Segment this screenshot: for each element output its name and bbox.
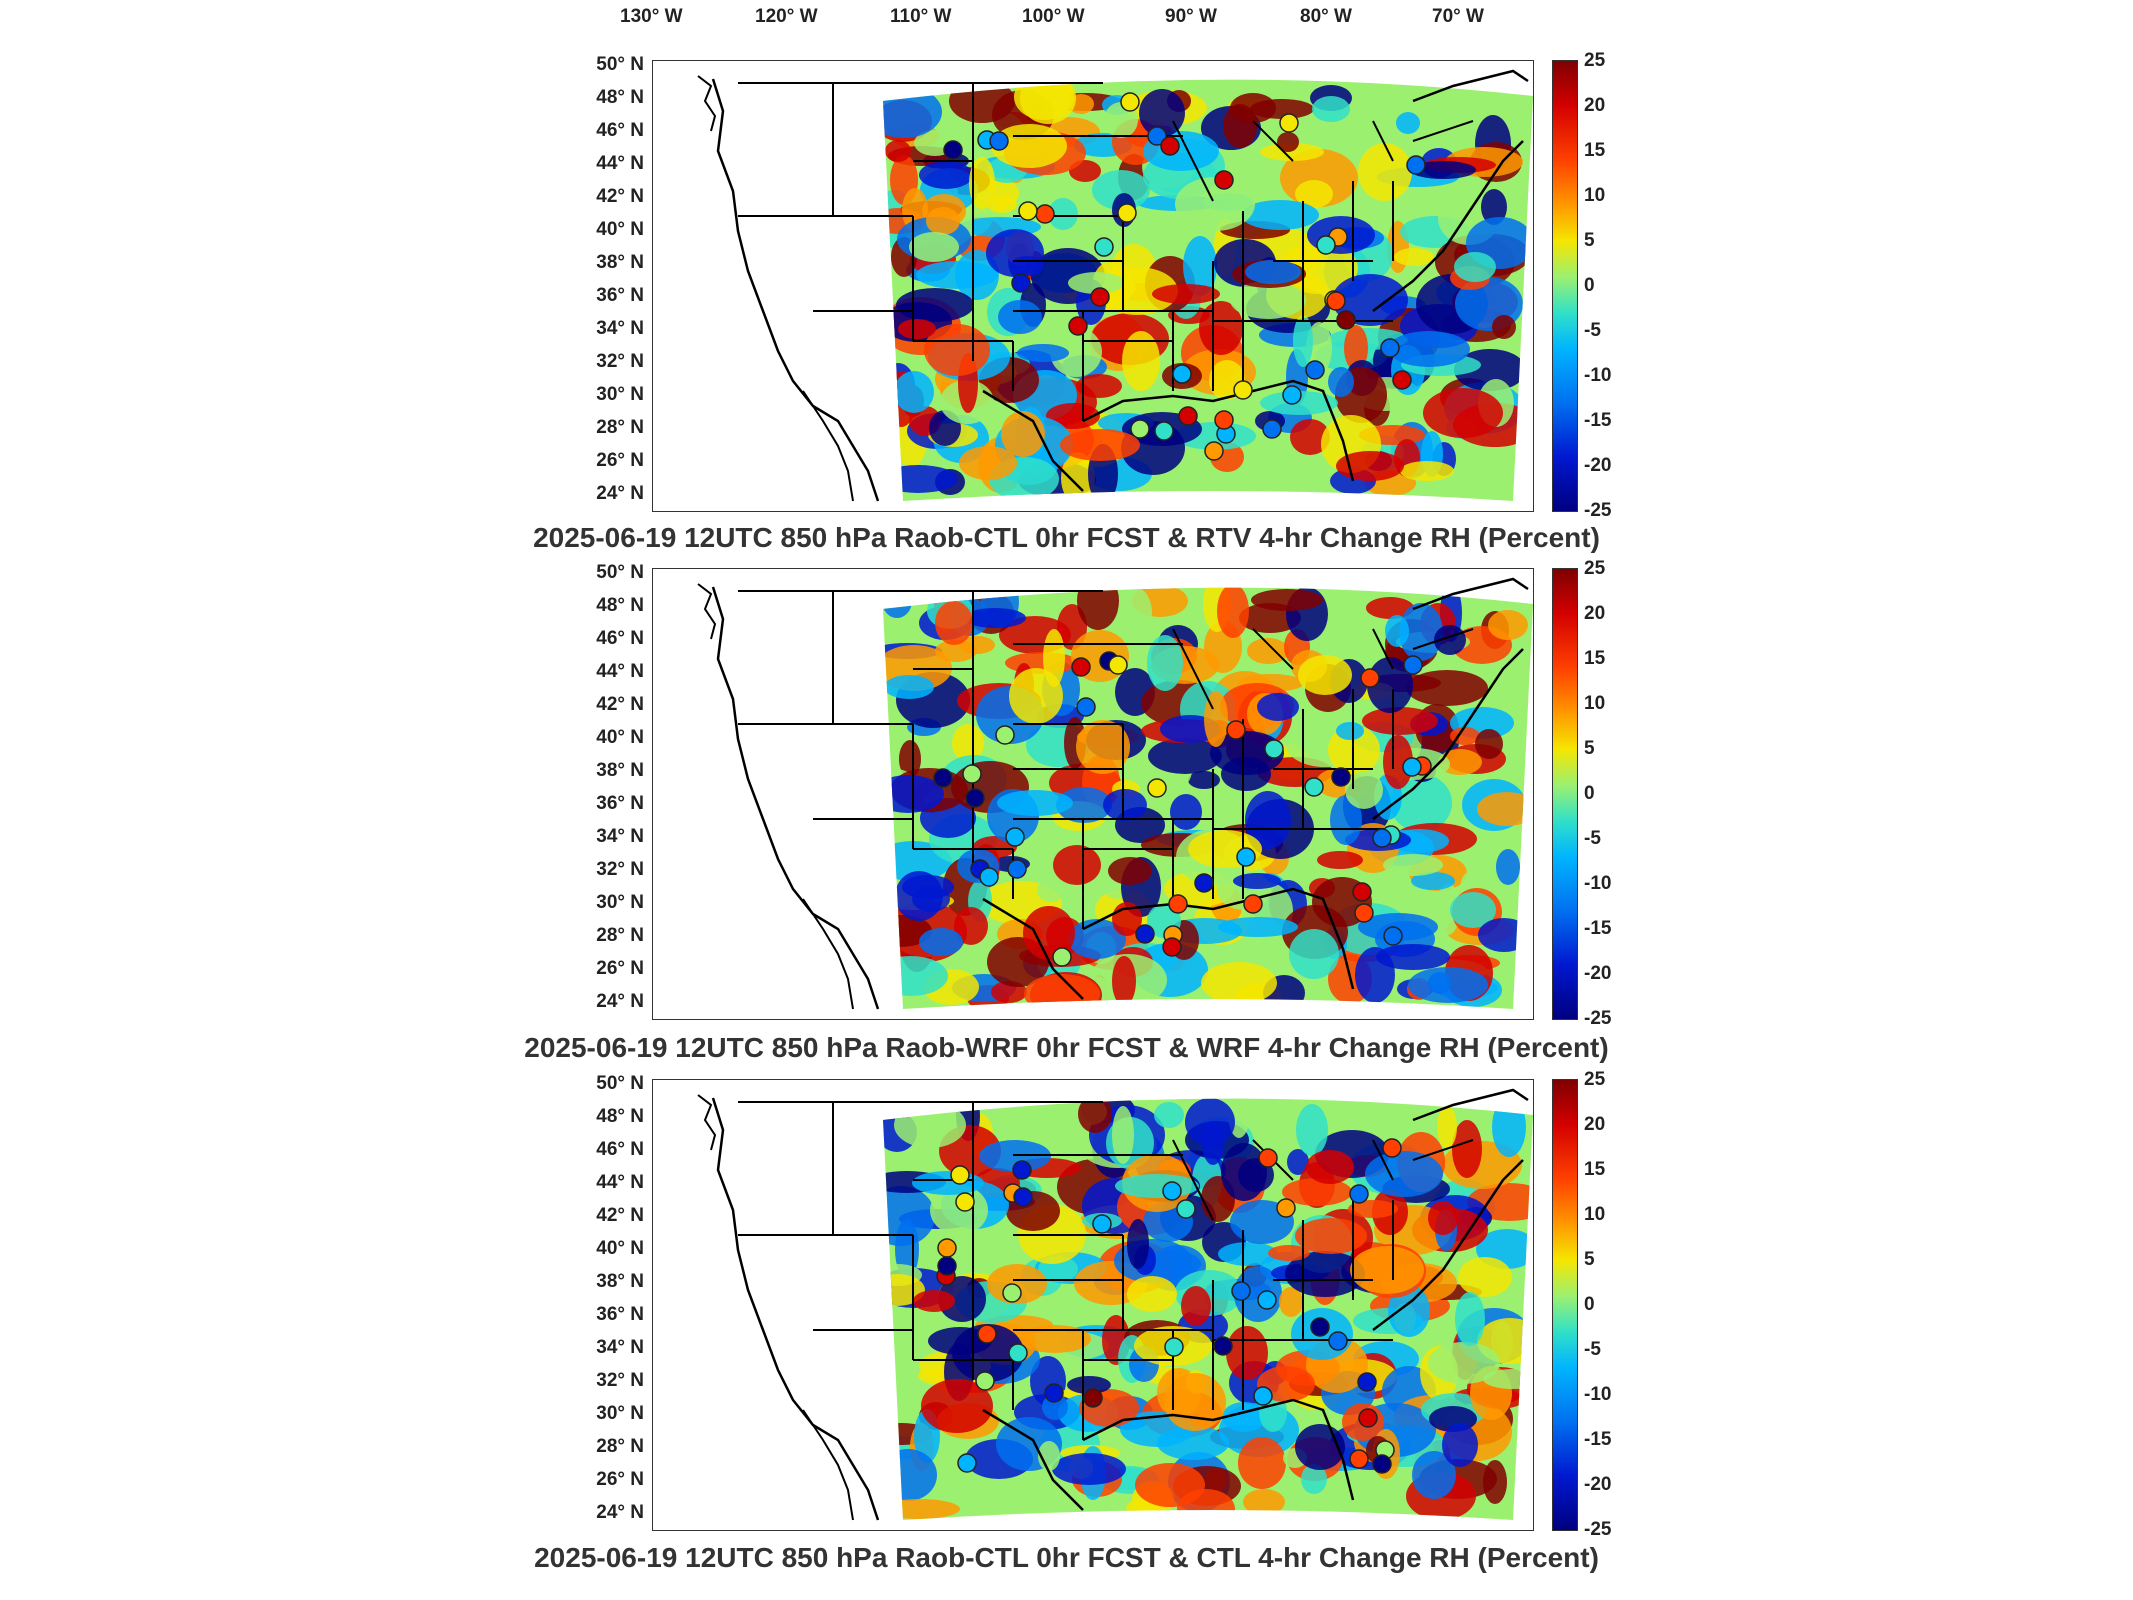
- lon-label: 110° W: [890, 6, 952, 27]
- lat-label: 44° N: [596, 153, 644, 174]
- colorbar-tick: 15: [1584, 1159, 1606, 1180]
- rh-change-map: [652, 60, 1534, 512]
- colorbar-tick: -10: [1584, 873, 1612, 894]
- rh-change-map: [652, 1079, 1534, 1531]
- colorbar-tick: -15: [1584, 1429, 1612, 1450]
- map-panel: 50° N 48° N 46° N 44° N 42° N 40° N 38° N 36° N…: [0, 1069, 2133, 1594]
- panel-title: 2025-06-19 12UTC 850 hPa Raob-WRF 0hr FC…: [524, 1032, 1609, 1063]
- lat-label: 50° N: [596, 54, 644, 75]
- colorbar-tick: 20: [1584, 603, 1606, 624]
- lat-label: 26° N: [596, 450, 644, 471]
- colorbar-tick: -20: [1584, 1474, 1612, 1495]
- lat-label: 24° N: [596, 1502, 644, 1523]
- lon-label: 80° W: [1300, 6, 1352, 27]
- colorbar-tick: -5: [1584, 828, 1601, 849]
- colorbar-tick: -10: [1584, 365, 1612, 386]
- lat-label: 34° N: [596, 1337, 644, 1358]
- lat-label: 48° N: [596, 595, 644, 616]
- colorbar-tick: 0: [1584, 783, 1595, 804]
- lat-label: 44° N: [596, 1172, 644, 1193]
- lat-label: 26° N: [596, 1469, 644, 1490]
- lat-label: 24° N: [596, 483, 644, 504]
- colorbar-tick: 25: [1584, 558, 1606, 579]
- colorbar-tick: -5: [1584, 1339, 1601, 1360]
- lat-label: 36° N: [596, 285, 644, 306]
- map-panel: 50° N 48° N 46° N 44° N 42° N 40° N 38° N 36° N…: [0, 50, 2133, 575]
- lat-label: 40° N: [596, 1238, 644, 1259]
- colorbar-tick: 25: [1584, 50, 1606, 71]
- lat-label: 42° N: [596, 1205, 644, 1226]
- lat-label: 26° N: [596, 958, 644, 979]
- lat-label: 50° N: [596, 1073, 644, 1094]
- colorbar-tick: 20: [1584, 1114, 1606, 1135]
- lat-label: 44° N: [596, 661, 644, 682]
- colorbar-tick: -20: [1584, 963, 1612, 984]
- colorbar-tick: 5: [1584, 1249, 1595, 1270]
- lat-label: 48° N: [596, 87, 644, 108]
- colorbar-tick: 20: [1584, 95, 1606, 116]
- colorbar-tick: -15: [1584, 918, 1612, 939]
- map-panel: 50° N 48° N 46° N 44° N 42° N 40° N 38° N 36° N…: [0, 558, 2133, 1083]
- colorbar-tick: -10: [1584, 1384, 1612, 1405]
- lat-label: 38° N: [596, 252, 644, 273]
- lon-label: 130° W: [620, 6, 683, 27]
- colorbar: [1552, 1079, 1578, 1531]
- lat-label: 32° N: [596, 859, 644, 880]
- lat-label: 40° N: [596, 219, 644, 240]
- lat-label: 28° N: [596, 417, 644, 438]
- lat-label: 30° N: [596, 892, 644, 913]
- colorbar-tick: 10: [1584, 1204, 1606, 1225]
- colorbar-tick: 0: [1584, 275, 1595, 296]
- lat-label: 46° N: [596, 1139, 644, 1160]
- rh-change-map: [652, 568, 1534, 1020]
- lat-label: 48° N: [596, 1106, 644, 1127]
- lat-label: 42° N: [596, 694, 644, 715]
- colorbar: [1552, 60, 1578, 512]
- colorbar-tick: 5: [1584, 230, 1595, 251]
- lat-label: 28° N: [596, 1436, 644, 1457]
- lat-label: 32° N: [596, 351, 644, 372]
- lat-label: 30° N: [596, 384, 644, 405]
- colorbar-tick: -25: [1584, 1008, 1612, 1029]
- lat-label: 42° N: [596, 186, 644, 207]
- lat-label: 38° N: [596, 1271, 644, 1292]
- colorbar-tick: -25: [1584, 1519, 1612, 1540]
- colorbar: [1552, 568, 1578, 1020]
- colorbar-tick: 10: [1584, 185, 1606, 206]
- lon-label: 70° W: [1432, 6, 1484, 27]
- lat-label: 32° N: [596, 1370, 644, 1391]
- panel-title: 2025-06-19 12UTC 850 hPa Raob-CTL 0hr FC…: [534, 1542, 1599, 1573]
- panel-title: 2025-06-19 12UTC 850 hPa Raob-CTL 0hr FC…: [533, 522, 1600, 553]
- lat-label: 36° N: [596, 793, 644, 814]
- colorbar-tick: -15: [1584, 410, 1612, 431]
- lat-label: 34° N: [596, 826, 644, 847]
- colorbar-tick: 25: [1584, 1069, 1606, 1090]
- lat-label: 50° N: [596, 562, 644, 583]
- colorbar-tick: 10: [1584, 693, 1606, 714]
- lat-label: 34° N: [596, 318, 644, 339]
- colorbar-tick: -25: [1584, 500, 1612, 521]
- colorbar-tick: -5: [1584, 320, 1601, 341]
- lat-label: 36° N: [596, 1304, 644, 1325]
- lat-label: 24° N: [596, 991, 644, 1012]
- lat-label: 28° N: [596, 925, 644, 946]
- lon-label: 100° W: [1022, 6, 1085, 27]
- lat-label: 30° N: [596, 1403, 644, 1424]
- colorbar-tick: -20: [1584, 455, 1612, 476]
- lat-label: 46° N: [596, 628, 644, 649]
- colorbar-tick: 0: [1584, 1294, 1595, 1315]
- colorbar-tick: 5: [1584, 738, 1595, 759]
- lat-label: 38° N: [596, 760, 644, 781]
- lat-label: 40° N: [596, 727, 644, 748]
- lon-label: 120° W: [755, 6, 818, 27]
- colorbar-tick: 15: [1584, 140, 1606, 161]
- longitude-axis: 130° W 120° W 110° W 100° W 90° W 80° W …: [0, 6, 2133, 36]
- colorbar-tick: 15: [1584, 648, 1606, 669]
- lon-label: 90° W: [1165, 6, 1217, 27]
- lat-label: 46° N: [596, 120, 644, 141]
